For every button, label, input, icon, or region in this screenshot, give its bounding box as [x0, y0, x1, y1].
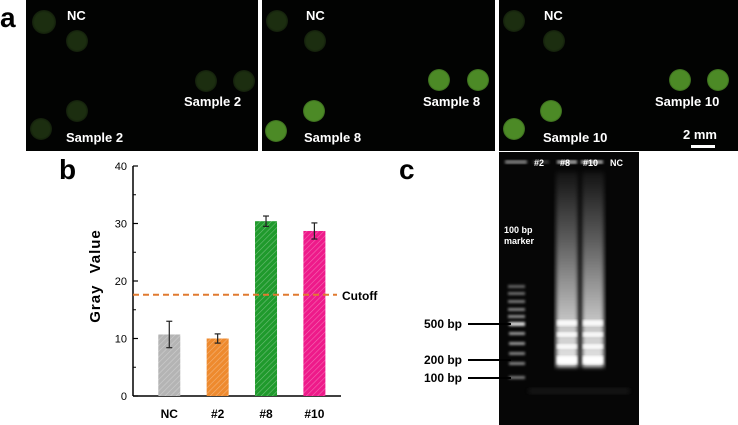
marker-label: 100 bp	[504, 225, 533, 235]
gel-image: #2 #8 #10 NC 100 bp marker	[499, 152, 639, 425]
lane-10-smear	[582, 172, 604, 367]
sample-label: Sample 8	[423, 94, 481, 109]
fluorescent-spot	[707, 69, 729, 91]
fluorescence-image-2: NC Sample 8 Sample 8	[262, 0, 495, 151]
gel-lane-label: #8	[560, 158, 571, 168]
fluorescent-spot	[66, 100, 88, 122]
size-pointer	[468, 359, 511, 361]
cutoff-label: Cutoff	[342, 289, 378, 303]
fluorescent-spot	[66, 30, 88, 52]
sample-label: Sample 8	[304, 130, 362, 145]
nc-label: NC	[544, 8, 563, 23]
scale-bar	[691, 145, 715, 148]
marker-ladder	[508, 285, 525, 379]
sample-label: Sample 2	[66, 130, 124, 145]
gel-well	[533, 160, 549, 164]
fluorescent-spot	[32, 10, 56, 34]
bar	[206, 338, 229, 396]
y-tick-label: 20	[115, 276, 127, 288]
x-tick-label: NC	[161, 407, 179, 421]
marker-label: marker	[504, 236, 535, 246]
sample-label: Sample 10	[655, 94, 720, 109]
fluorescent-spot	[540, 100, 562, 122]
x-tick-label: #10	[304, 407, 324, 421]
bar-chart: Gray Value 0 10 20 30 40 NC #2 #8 #10 Cutoff	[87, 161, 378, 421]
sample-label: Sample 2	[184, 94, 242, 109]
size-pointer	[468, 323, 511, 325]
fluorescent-spot	[195, 70, 217, 92]
size-pointer	[468, 377, 511, 379]
panel-b-letter: b	[59, 154, 77, 185]
gel-well	[505, 160, 527, 164]
sample-label: Sample 10	[543, 130, 608, 145]
fluorescent-spot	[233, 70, 255, 92]
nc-label: NC	[306, 8, 325, 23]
y-axis-label: Gray Value	[87, 229, 104, 323]
size-label: 100 bp	[424, 371, 463, 385]
fluorescent-spot	[503, 10, 525, 32]
gel-lane-label: NC	[610, 158, 623, 168]
fluorescence-image-3: NC Sample 10 Sample 10 2 mm	[499, 0, 738, 151]
scale-bar-label: 2 mm	[683, 127, 717, 142]
fluorescent-spot	[428, 69, 450, 91]
fluorescent-spot	[304, 30, 326, 52]
x-tick-label: #2	[211, 407, 225, 421]
fluorescent-spot	[503, 118, 525, 140]
gel-well	[581, 160, 603, 164]
lane-8-smear	[556, 172, 578, 367]
fluorescent-spot	[467, 69, 489, 91]
fluorescent-spot	[265, 120, 287, 142]
gel-bands	[505, 160, 629, 394]
size-label: 500 bp	[424, 317, 463, 331]
y-tick-label: 40	[115, 161, 127, 173]
bar	[303, 230, 326, 396]
nc-label: NC	[67, 8, 86, 23]
gel-lane-label: #2	[534, 158, 545, 168]
gel-well	[557, 160, 577, 164]
fluorescent-spot	[543, 30, 565, 52]
fluorescence-image-1: NC Sample 2 Sample 2	[26, 0, 258, 151]
y-tick-label: 10	[115, 334, 127, 346]
fluorescent-spot	[30, 118, 52, 140]
y-tick-label: 30	[115, 219, 127, 231]
gel-lane-label: #10	[583, 158, 599, 168]
y-tick-label: 0	[121, 391, 127, 403]
size-label: 200 bp	[424, 353, 463, 367]
fluorescent-spot	[303, 100, 325, 122]
bar	[158, 334, 181, 396]
fluorescent-spot	[669, 69, 691, 91]
bar	[255, 221, 278, 396]
x-tick-label: #8	[259, 407, 273, 421]
panel-a-letter: a	[0, 2, 16, 33]
fluorescent-spot	[266, 10, 288, 32]
panel-c-letter: c	[399, 154, 415, 185]
